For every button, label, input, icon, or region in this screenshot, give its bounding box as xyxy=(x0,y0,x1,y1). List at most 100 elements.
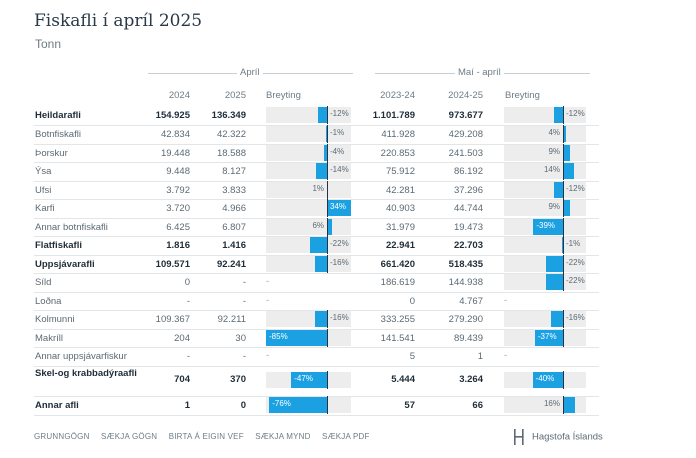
change-bar-may-april-label: -39% xyxy=(536,221,556,230)
cell-v2324: 141.541 xyxy=(380,333,415,344)
table-row: Botnfiskafli 42.834 42.322 411.928 429.208 -1… xyxy=(34,125,599,145)
change-bar-may-april-zero-line xyxy=(563,236,564,254)
cell-v2425: 279.290 xyxy=(448,314,483,325)
change-bar-may-april-zero-line xyxy=(563,125,564,143)
change-bar-april-label: -4% xyxy=(330,147,345,156)
hagstofa-logo-icon xyxy=(514,429,524,445)
change-bar-april-zero-line xyxy=(327,125,328,143)
change-bar-may-april: -40% xyxy=(504,371,586,389)
table-row: Ufsi 3.792 3.833 42.281 37.296 1% -12% xyxy=(34,181,599,200)
change-bar-april-fill xyxy=(291,372,327,388)
change-bar-april-zero-line xyxy=(327,236,328,254)
cell-v2024: 1 xyxy=(184,400,190,411)
table-row: Annar botnfiskafli 6.425 6.807 31.979 19.473… xyxy=(34,218,599,237)
cell-v2425: 44.744 xyxy=(453,203,483,214)
change-bar-may-april-label: 9% xyxy=(548,147,560,156)
change-bar-may-april-fill xyxy=(563,397,576,413)
change-bar-may-april-label: -16% xyxy=(566,313,585,322)
page-title: Fiskafli í apríl 2025 xyxy=(34,11,203,31)
cell-v2025: 370 xyxy=(230,374,246,385)
row-label: Heildarafli xyxy=(35,110,81,121)
footer-link-saekja-pdf[interactable]: SÆKJA PDF xyxy=(322,432,370,441)
cell-v2425: 66 xyxy=(472,400,483,411)
row-label: Botnfiskafli xyxy=(35,129,81,140)
change-bar-april: -16% xyxy=(266,255,351,273)
footer-link-saekja-mynd[interactable]: SÆKJA MYND xyxy=(255,432,311,441)
cell-v2024: 204 xyxy=(174,333,190,344)
change-bar-may-april-fill xyxy=(553,107,563,123)
change-bar-april: -76% xyxy=(266,396,351,414)
cell-v2024: 0 xyxy=(184,277,190,288)
change-bar-may-april-fill xyxy=(546,256,563,272)
change-bar-april-zero-line xyxy=(327,144,328,162)
change-bar-may-april-zero-line xyxy=(563,144,564,162)
cell-v2025: 8.127 xyxy=(222,166,246,177)
logo-text: Hagstofa Íslands xyxy=(532,431,603,443)
row-label: Skel-og krabbadýraafli xyxy=(35,368,137,379)
change-bar-april-label: 1% xyxy=(312,184,324,193)
cell-v2024: 19.448 xyxy=(160,148,190,159)
change-bar-may-april-zero-line xyxy=(563,106,564,124)
footer-link-saekja-gogn[interactable]: SÆKJA GÖGN xyxy=(101,432,158,441)
cell-v2025: 6.807 xyxy=(222,222,246,233)
change-bar-may-april: -12% xyxy=(504,181,586,199)
cell-v2324: 661.420 xyxy=(380,259,415,270)
change-bar-may-april-label: -40% xyxy=(535,374,555,383)
footer-link-birta-a-eigin-vef[interactable]: BIRTA Á EIGIN VEF xyxy=(168,432,244,441)
change-bar-april-empty: - xyxy=(266,295,270,306)
change-bar-april-label: 6% xyxy=(312,221,324,230)
page-subtitle: Tonn xyxy=(35,37,62,51)
change-bar-may-april-fill xyxy=(533,219,563,235)
row-label: Karfi xyxy=(35,203,55,214)
change-bar-april-fill xyxy=(327,219,332,235)
change-bar-may-april: -16% xyxy=(504,310,586,328)
change-bar-april: 1% xyxy=(266,181,351,199)
change-bar-may-april-fill xyxy=(563,200,570,216)
change-bar-may-april-zero-line xyxy=(563,218,564,236)
change-bar-april-empty: - xyxy=(266,276,270,287)
cell-v2425: 89.439 xyxy=(453,333,483,344)
change-bar-may-april: 9% xyxy=(504,144,586,162)
change-bar-april-zero-line xyxy=(327,396,328,414)
cell-v2025: - xyxy=(242,277,246,288)
group-label-april: Apríl xyxy=(237,67,263,78)
change-bar-april-label: -22% xyxy=(330,239,349,248)
change-bar-may-april-zero-line xyxy=(563,396,564,414)
change-bar-may-april-fill xyxy=(563,126,567,142)
change-bar-april-label: -16% xyxy=(330,258,349,267)
change-bar-april-fill xyxy=(269,397,327,413)
change-bar-may-april-label: 14% xyxy=(543,165,560,174)
table-row: Flatfiskafli 1.816 1.416 22.941 22.703 -22% -1… xyxy=(34,236,599,256)
change-bar-may-april-fill xyxy=(546,274,563,290)
cell-v2324: 40.903 xyxy=(385,203,415,214)
change-bar-may-april: -1% xyxy=(504,236,586,254)
change-bar-may-april-label: -22% xyxy=(566,276,585,285)
hagstofa-logo[interactable]: Hagstofa Íslands xyxy=(512,428,603,446)
change-bar-april-label: -47% xyxy=(294,374,313,383)
change-bar-may-april-label: -12% xyxy=(566,109,585,118)
change-bar-may-april-label: 9% xyxy=(548,202,560,211)
change-bar-may-april-fill xyxy=(550,311,563,327)
row-label: Annar afli xyxy=(35,400,79,411)
table-row: Skel-og krabbadýraafli 704 370 5.444 3.264 -4… xyxy=(34,366,599,397)
cell-v2024: 6.425 xyxy=(166,222,190,233)
table-row: Síld 0 - 186.619 144.938 - -22% xyxy=(34,273,599,293)
change-bar-may-april: -39% xyxy=(504,218,586,236)
cell-v2324: 22.941 xyxy=(385,240,415,251)
footer-links: GRUNNGÖGN SÆKJA GÖGN BIRTA Á EIGIN VEF S… xyxy=(34,432,379,441)
cell-v2324: 75.912 xyxy=(385,166,415,177)
change-bar-may-april-fill xyxy=(563,163,574,179)
row-label: Loðna xyxy=(35,296,62,307)
change-bar-april: 6% xyxy=(266,218,351,236)
change-bar-may-april-label: 16% xyxy=(543,399,560,408)
change-bar-april-fill xyxy=(310,237,327,253)
change-bar-april: 34% xyxy=(266,199,351,217)
cell-v2025: 3.833 xyxy=(222,185,246,196)
cell-v2425: 518.435 xyxy=(448,259,483,270)
change-bar-april: -16% xyxy=(266,310,351,328)
row-label: Þorskur xyxy=(35,148,68,159)
footer-link-grunngogn[interactable]: GRUNNGÖGN xyxy=(34,432,90,441)
table-row: Uppsjávarafli 109.571 92.241 661.420 518.435… xyxy=(34,255,599,274)
change-bar-april-label: -1% xyxy=(330,128,345,137)
cell-v2024: 3.720 xyxy=(166,203,190,214)
